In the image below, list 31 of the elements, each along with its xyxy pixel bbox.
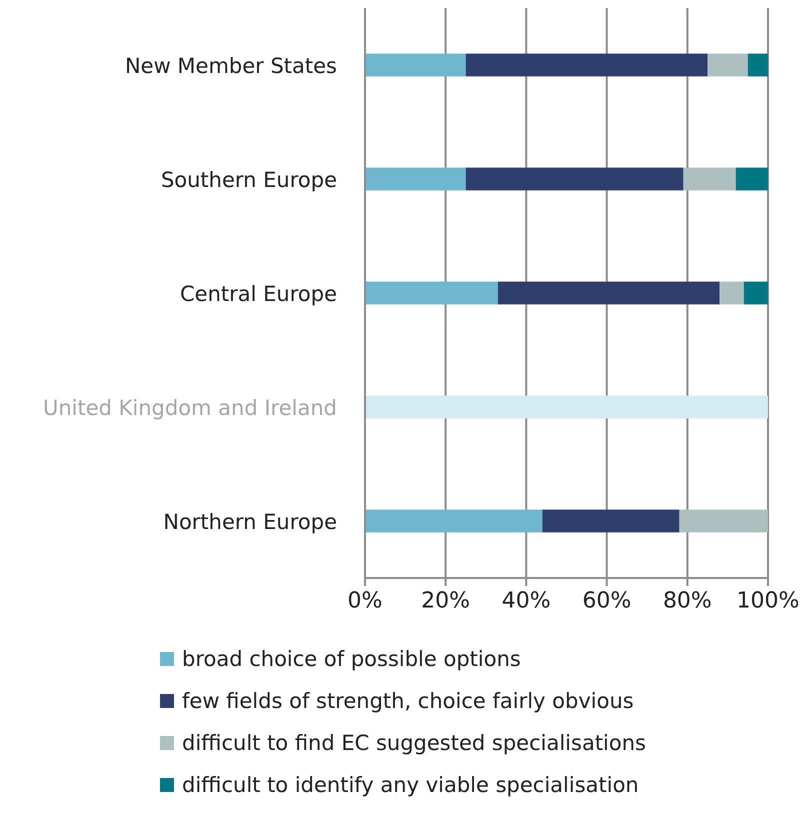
bar [365,54,466,76]
bar [679,510,768,532]
y-tick-label: New Member States [124,54,337,78]
x-tick-label: 0% [348,588,382,614]
bar [736,168,768,190]
bar [365,510,542,532]
legend-label: broad choice of possible options [182,647,521,671]
bar [708,54,748,76]
x-tick-label: 40% [502,588,551,614]
y-tick-label: Central Europe [180,282,337,306]
x-tick-label: 60% [582,588,632,614]
bar [498,282,720,304]
bar [365,282,498,304]
bar [542,510,680,532]
bar [365,396,768,418]
bar [748,54,768,76]
x-tick-label: 20% [421,588,470,614]
legend-label: difficult to find EC suggested specialisations [182,731,646,755]
y-tick-label: United Kingdom and Ireland [42,396,337,420]
bar [466,54,708,76]
bar [365,168,466,190]
y-tick-label: Southern Europe [160,168,337,192]
legend-label: few fields of strength, choice fairly obvious [182,689,634,713]
legend-label: difficult to identify any viable specialisation [182,773,639,797]
bar [466,168,684,190]
bar [720,282,744,304]
bar [744,282,768,304]
bar [683,168,736,190]
x-tick-label: 80% [662,588,712,614]
x-tick-label: 100% [736,588,800,614]
y-tick-label: Northern Europe [163,510,337,534]
